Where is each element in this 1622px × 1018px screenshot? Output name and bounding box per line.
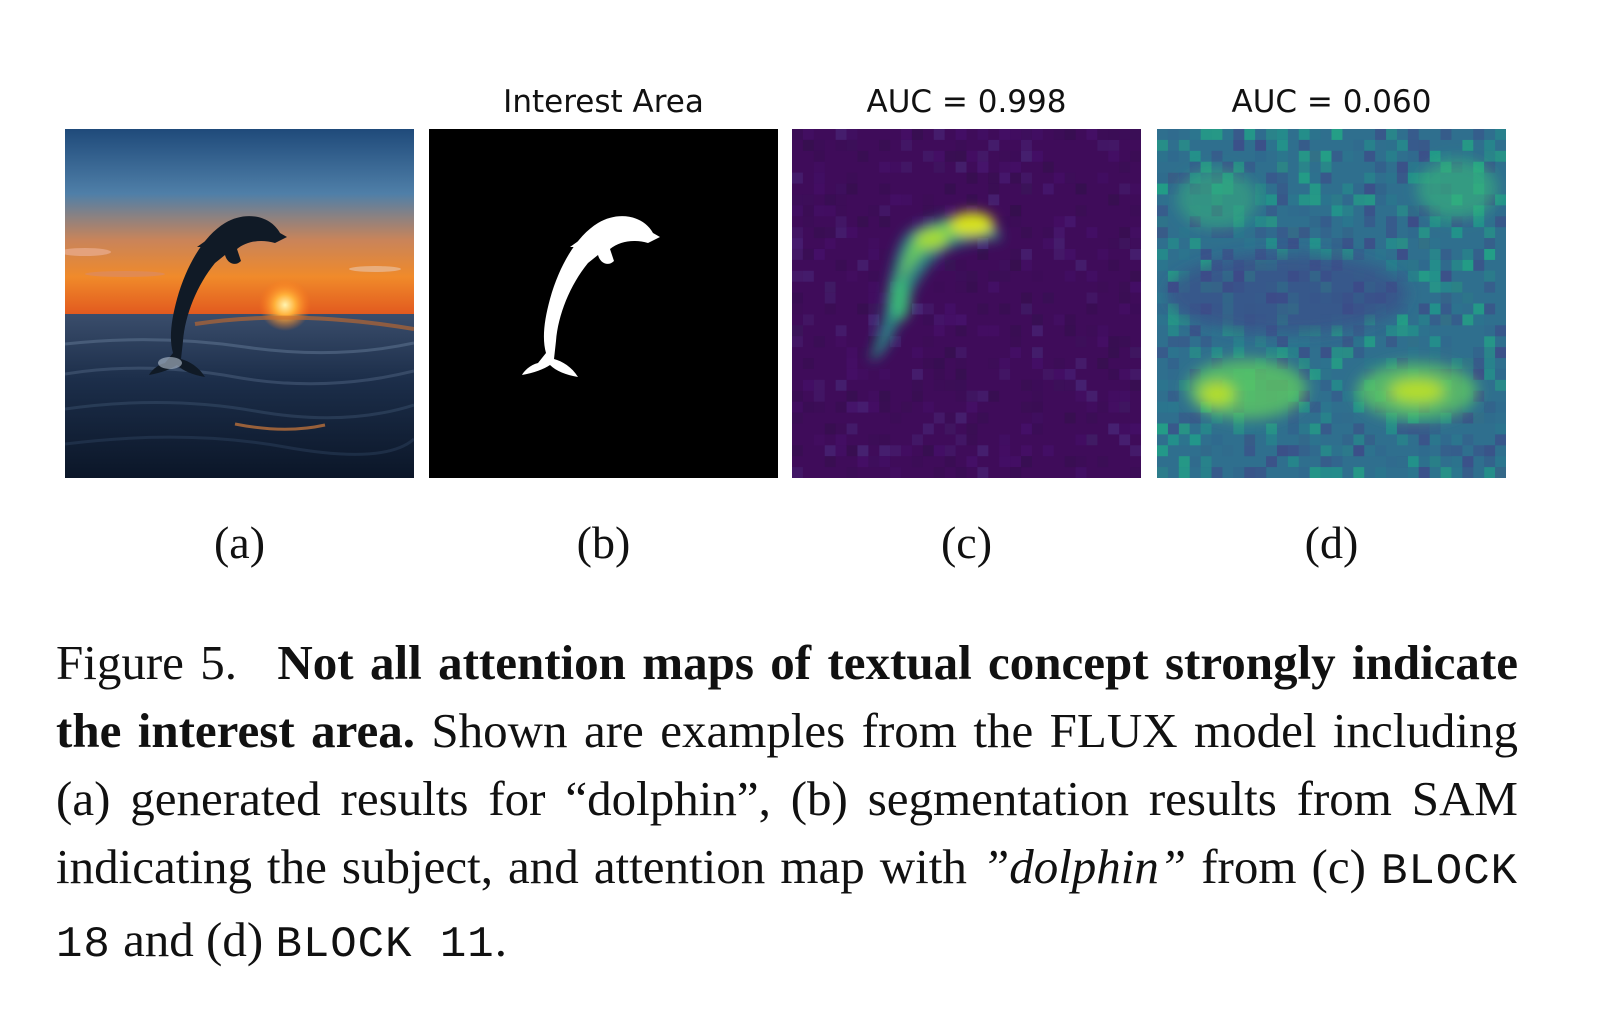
figure-label: Figure 5. bbox=[56, 635, 238, 690]
panel-d-label: (d) bbox=[1304, 517, 1359, 568]
caption-text-4: . bbox=[494, 912, 507, 967]
panel-c-title: AUC = 0.998 bbox=[866, 84, 1067, 120]
caption-block-d: BLOCK 11 bbox=[275, 920, 495, 970]
attention-map-block-11 bbox=[1157, 129, 1506, 478]
caption-text-2: from (c) bbox=[1201, 839, 1366, 894]
generated-dolphin-image bbox=[65, 129, 414, 478]
panel-a-label: (a) bbox=[213, 517, 266, 568]
segmentation-mask-image bbox=[429, 129, 778, 478]
panel-d-title: AUC = 0.060 bbox=[1231, 84, 1432, 120]
panel-b-label: (b) bbox=[576, 517, 631, 568]
caption-bold-title: Not all attention maps of textual concep… bbox=[56, 635, 1518, 758]
panel-c-label: (c) bbox=[940, 517, 993, 568]
panel-b-title: Interest Area bbox=[503, 84, 704, 120]
caption-block-c: BLOCK 18 bbox=[56, 847, 1519, 970]
caption-italic-term: ”dolphin” bbox=[981, 839, 1187, 894]
attention-map-block-18 bbox=[792, 129, 1141, 478]
figure-caption: Figure 5. Not all attention maps of text… bbox=[56, 629, 1518, 979]
caption-text-3: and (d) bbox=[123, 912, 264, 967]
caption-text-1: Shown are examples from the FLUX model i… bbox=[56, 703, 1519, 894]
